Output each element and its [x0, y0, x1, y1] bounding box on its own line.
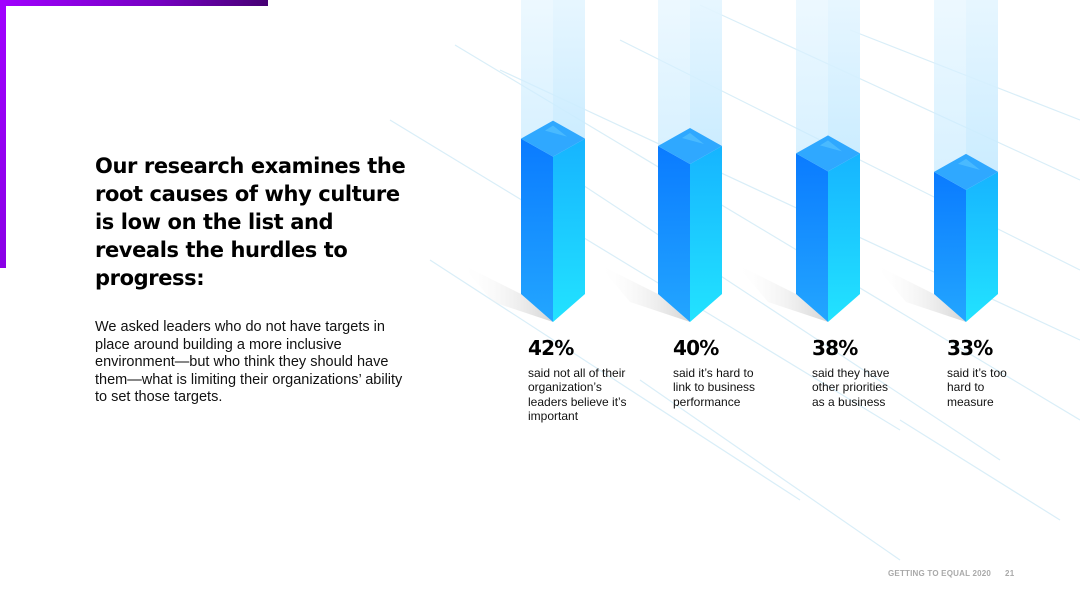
stat-value: 40% [673, 336, 719, 360]
bar-highlight [820, 140, 842, 152]
stat-caption: said it’s too hard to measure [947, 366, 1007, 409]
background-streak [639, 379, 901, 561]
footer-title: GETTING TO EQUAL 2020 [888, 569, 992, 578]
page-number: 21 [1005, 569, 1015, 578]
stat-value: 42% [528, 336, 574, 360]
stat-item: 40% said it’s hard to link to business pe… [673, 336, 803, 409]
bar [598, 0, 722, 322]
bar-shadow [598, 264, 690, 322]
bar-ghost [828, 0, 860, 172]
bar-ghost [553, 0, 585, 157]
page-heading: Our research examines the root causes of… [95, 154, 406, 290]
accent-bar-top [0, 0, 268, 6]
bar-side-face [966, 171, 998, 322]
stat-caption: said they have other priorities as a bus… [812, 366, 890, 409]
accent-bar-left [0, 0, 6, 268]
bar-top-face [658, 128, 722, 164]
bar-ghost [521, 0, 553, 157]
stat-item: 38% said they have other priorities as a … [812, 336, 942, 409]
stat-item: 42% said not all of their organization’s … [528, 336, 658, 423]
bar-top-face [934, 153, 998, 190]
bar-ghost [966, 0, 998, 190]
stat-value: 38% [812, 336, 858, 360]
bar-ghost [796, 0, 828, 172]
bar-shadow [736, 264, 828, 322]
bar-front-face [796, 153, 828, 322]
page-footer: GETTING TO EQUAL 2020 21 [888, 569, 1014, 578]
bar-ghost [658, 0, 690, 164]
background-streak [899, 419, 1061, 521]
bar [736, 0, 860, 322]
stat-value: 33% [947, 336, 993, 360]
bar-front-face [658, 146, 690, 322]
bar-highlight [545, 125, 567, 137]
bar-front-face [934, 171, 966, 322]
bar [874, 0, 998, 322]
stat-item: 33% said it’s too hard to measure [947, 336, 1077, 409]
bar-side-face [690, 146, 722, 322]
bar-ghost [934, 0, 966, 190]
stat-caption: said not all of their organization’s lea… [528, 366, 627, 423]
intro-paragraph: We asked leaders who do not have targets… [95, 319, 403, 405]
bar-top-face [796, 135, 860, 172]
bar-side-face [828, 153, 860, 322]
bar-highlight [958, 158, 980, 170]
stat-caption: said it’s hard to link to business perfo… [673, 366, 756, 409]
background-streak [389, 119, 901, 431]
bar-ghost [690, 0, 722, 164]
bar-side-face [553, 138, 585, 322]
bar-shadow [461, 264, 553, 322]
bar-highlight [682, 133, 704, 144]
background-streak [699, 4, 1080, 181]
background-streak [559, 169, 1001, 461]
bar-front-face [521, 138, 553, 322]
bar [461, 0, 585, 322]
bar-shadow [874, 264, 966, 322]
bar-top-face [521, 120, 585, 157]
